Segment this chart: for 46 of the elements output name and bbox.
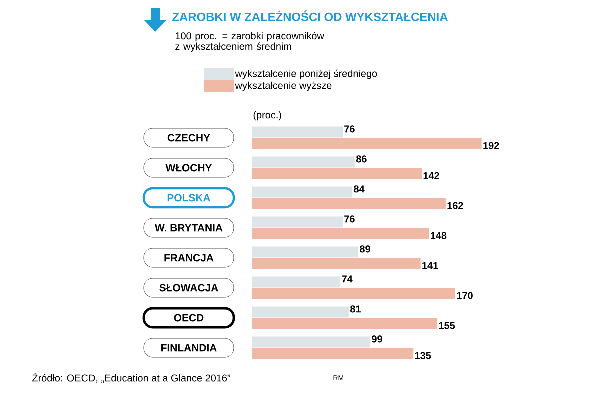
bar	[252, 216, 343, 228]
data-label: 89	[360, 246, 370, 253]
y-tick-label: POLSKA	[168, 194, 211, 202]
bar	[252, 348, 414, 360]
data-label: 142	[424, 172, 440, 180]
bar	[252, 228, 430, 240]
legend-label: wykształcenie poniżej średniego	[235, 70, 378, 80]
y-tick-label: FINLANDIA	[162, 344, 217, 352]
y-tick-label: WŁOCHY	[166, 164, 212, 172]
text: Źródło: OECD, „Education at a Glance 2016”	[32, 373, 230, 383]
data-label: 135	[415, 352, 432, 360]
data-label: 148	[430, 232, 447, 240]
chart-subtitle: 100 proc. = zarobki pracowników z wykształceniem średnim	[176, 32, 324, 52]
bar	[252, 168, 422, 180]
data-label: 86	[356, 156, 367, 163]
bar	[252, 138, 482, 150]
bar	[252, 336, 371, 348]
bar	[252, 288, 456, 300]
chart-title: ZAROBKI W ZALEŻNOŚCI OD WYKSZTAŁCENIA	[172, 10, 448, 22]
data-label: 81	[350, 306, 361, 313]
y-tick-label: SŁOWACJA	[160, 284, 218, 292]
bar	[252, 246, 359, 258]
data-label: 162	[448, 202, 464, 210]
data-label: 76	[344, 216, 355, 223]
data-label: 74	[342, 276, 353, 283]
y-tick-label: FRANCJA	[164, 254, 214, 262]
data-label: 76	[344, 126, 355, 133]
y-tick-label: OECD	[174, 314, 204, 322]
y-tick-label: CZECHY	[168, 134, 210, 142]
bar	[252, 186, 353, 198]
data-label: 192	[484, 142, 500, 150]
bar	[252, 318, 438, 330]
y-tick-label: W. BRYTANIA	[155, 224, 223, 232]
data-label: 99	[372, 336, 382, 343]
data-label: 84	[354, 186, 365, 193]
data-label: 141	[422, 262, 438, 270]
bar	[252, 276, 341, 288]
bar	[252, 156, 355, 168]
bar	[252, 198, 446, 210]
legend-label: wykształcenie wyższe	[235, 82, 332, 92]
x-axis-title: (proc.)	[254, 111, 282, 121]
bar	[252, 306, 349, 318]
data-label: 170	[457, 292, 473, 300]
bar	[252, 126, 343, 138]
bar	[252, 258, 421, 270]
data-label: 155	[439, 322, 456, 330]
